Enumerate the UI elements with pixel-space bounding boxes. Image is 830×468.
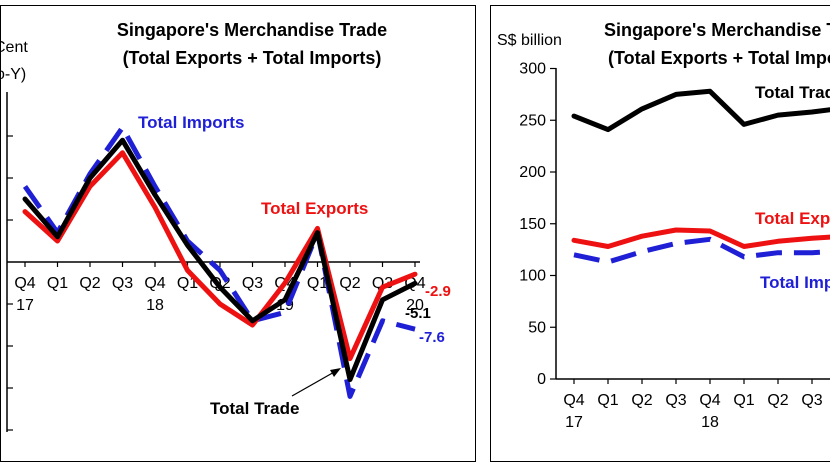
right-series-total-imports [573,236,830,265]
right-y-tick-label: 0 [537,371,546,388]
left-x-tick-label: Q2 [79,275,100,292]
left-y-ticks [7,135,13,431]
left-x-tick-label: Q1 [47,275,68,292]
right-x-tick-label: Q1 [733,392,754,409]
right-series-total-trade [571,88,830,133]
left-series-group [22,125,418,399]
left-label-total-imports: Total Imports [138,113,244,132]
left-x-tick-label: Q3 [242,275,263,292]
right-x-tick-label: Q2 [631,392,652,409]
right-y-tick-label: 100 [519,268,546,285]
right-x-tick-label: Q4 [699,392,720,409]
left-x-tick-label: Q4 [144,275,165,292]
left-chart-subtitle: (Total Exports + Total Imports) [123,48,382,68]
left-chart-title: Singapore's Merchandise Trade [117,20,387,40]
right-x-tick-label: Q4 [563,392,584,409]
right-label-total-imports: Total Imports [760,273,830,292]
left-panel-frame [0,5,476,462]
right-x-tick-label: Q1 [597,392,618,409]
right-x-tick-label: Q3 [665,392,686,409]
left-x-tick-label-year: 18 [146,297,164,314]
right-panel-frame [490,5,830,462]
right-label-total-trade: Total Trade [755,83,830,102]
left-x-tick-label: Q4 [14,275,35,292]
left-y-axis-label-2: o-Y) [0,66,26,83]
left-label-total-exports: Total Exports [261,199,368,218]
left-label-total-trade: Total Trade [210,399,299,418]
left-x-tick-label-year: 20 [406,297,424,314]
end-label-exports: -2.9 [425,283,451,300]
left-x-tick-label-year: 17 [16,297,34,314]
right-y-axis-label: S$ billion [497,32,562,49]
right-x-tick-label-year: 17 [565,414,583,431]
left-x-tick-label: Q3 [112,275,133,292]
right-chart-subtitle: (Total Exports + Total Imports) [608,48,830,68]
right-y-tick-label: 150 [519,216,546,233]
right-chart-title: Singapore's Merchandise Trade [604,20,830,40]
left-x-tick-label: Q1 [307,275,328,292]
left-series-total-exports [22,150,418,362]
right-label-total-exports: Total Exports [755,209,830,228]
right-y-tick-label: 50 [528,319,546,336]
right-x-tick-label-year: 18 [701,414,719,431]
left-x-tick-label: Q3 [372,275,393,292]
total-trade-arrow [291,368,341,397]
right-y-tick-label: 200 [519,164,546,181]
right-x-tick-label: Q3 [801,392,822,409]
end-label-imports: -7.6 [419,329,445,346]
left-y-axis-label: Cent [0,39,28,56]
right-x-tick-label: Q2 [767,392,788,409]
right-y-tick-label: 250 [519,112,546,129]
end-label-trade: -5.1 [405,305,431,322]
right-series-group [571,88,830,265]
right-y-ticks: 0 50 100 150 200 250 300 [519,61,556,388]
left-x-tick-label: Q2 [339,275,360,292]
right-y-tick-label: 300 [519,61,546,78]
